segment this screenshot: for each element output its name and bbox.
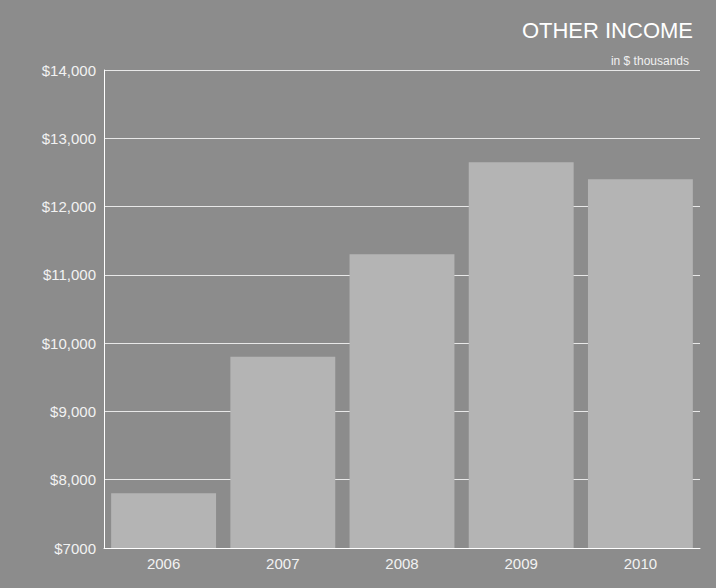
svg-text:in $ thousands: in $ thousands: [611, 54, 689, 68]
svg-text:2007: 2007: [266, 555, 299, 572]
svg-text:$10,000: $10,000: [42, 335, 96, 352]
svg-text:$11,000: $11,000: [43, 266, 96, 283]
svg-text:2008: 2008: [385, 555, 418, 572]
svg-text:$7000: $7000: [54, 540, 96, 557]
svg-text:$8,000: $8,000: [50, 471, 96, 488]
svg-text:OTHER INCOME: OTHER INCOME: [522, 18, 693, 43]
svg-text:$9,000: $9,000: [50, 403, 96, 420]
svg-text:2010: 2010: [624, 555, 657, 572]
svg-text:$12,000: $12,000: [42, 198, 96, 215]
svg-text:$14,000: $14,000: [42, 62, 96, 79]
svg-text:2006: 2006: [147, 555, 180, 572]
svg-text:$13,000: $13,000: [42, 130, 96, 147]
svg-text:2009: 2009: [505, 555, 538, 572]
